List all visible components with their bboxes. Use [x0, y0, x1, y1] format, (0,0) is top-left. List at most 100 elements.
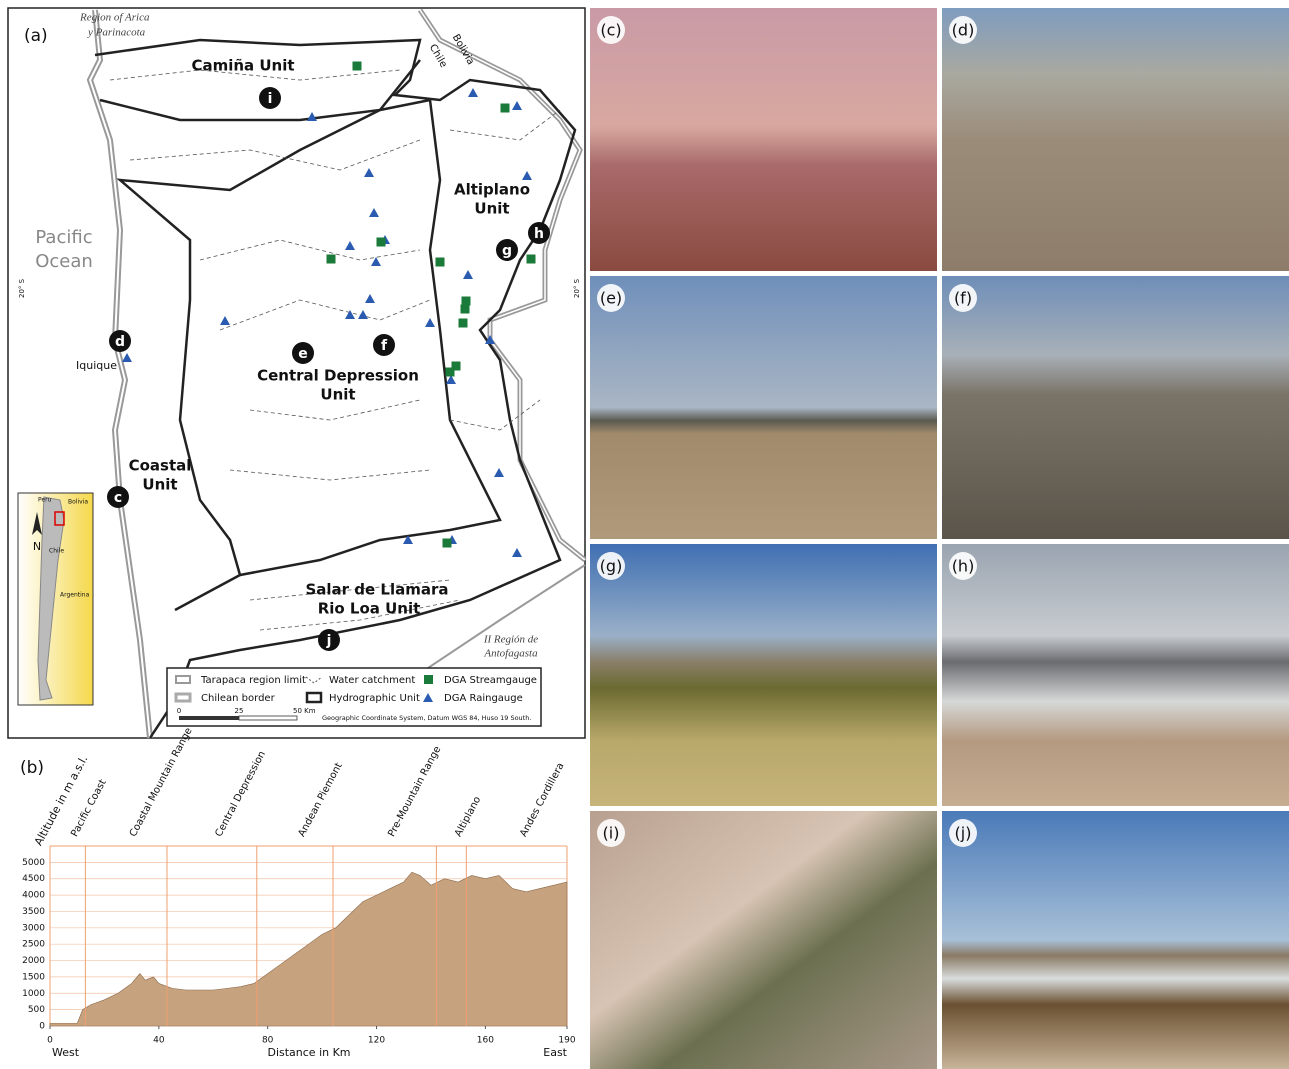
photo-label: (j)	[955, 824, 972, 843]
y-tick-label: 2500	[22, 940, 45, 950]
city-label: Iquique	[76, 359, 117, 372]
site-label: g	[502, 243, 512, 259]
legend-label: Tarapaca region limit	[200, 675, 306, 686]
region-label: Antofagasta	[483, 648, 538, 660]
photo	[590, 276, 937, 539]
x-tick-label: 160	[477, 1036, 494, 1046]
map: (a) Region of Arica y Parinacota Bolivia…	[7, 7, 587, 739]
unit-label: Unit	[320, 386, 355, 404]
raingauge-symbol	[364, 168, 374, 177]
photo-label-bg	[949, 16, 977, 44]
site-marker	[528, 222, 550, 244]
zone-label: Andes Cordillera	[518, 761, 566, 839]
photo-label: (c)	[600, 21, 621, 40]
photo-label-bg	[949, 284, 977, 312]
raingauge-symbol	[485, 335, 495, 344]
photo-label: (i)	[603, 824, 620, 843]
raingauge-symbol	[468, 88, 478, 97]
streamgauge-symbol	[461, 296, 471, 306]
x-end-label: East	[543, 1046, 567, 1059]
y-tick-label: 1500	[22, 972, 45, 982]
site-label: c	[114, 490, 122, 506]
unit-label: Camiña Unit	[191, 57, 294, 75]
raingauge-symbol	[494, 468, 504, 477]
x-tick-label: 190	[558, 1036, 575, 1046]
elevation-profile: (b) 0 500 1000 1500 2000 2500 3000 3500 4000 4500…	[20, 726, 576, 1059]
unit-label: Unit	[142, 476, 177, 494]
x-tick-label: 80	[262, 1036, 274, 1046]
unit-label: Unit	[474, 200, 509, 218]
streamgauge-symbol	[435, 257, 445, 267]
region-label: Region of Arica	[79, 12, 150, 24]
raingauge-symbol	[446, 375, 456, 384]
inset-label: Peru	[38, 497, 52, 504]
raingauge-symbol	[358, 310, 368, 319]
raingauge-symbol	[463, 270, 473, 279]
photo-label-bg	[949, 552, 977, 580]
y-tick-label: 0	[39, 1022, 45, 1032]
raingauge-symbol	[122, 353, 132, 362]
legend-label: Hydrographic Unit	[329, 693, 420, 704]
site-marker	[496, 239, 518, 261]
ocean-label: Ocean	[35, 251, 93, 272]
y-tick-label: 500	[28, 1005, 45, 1015]
zone-label: Pre-Mountain Range	[386, 745, 443, 839]
raingauge-symbol	[365, 294, 375, 303]
zone-label: Coastal Mountain Range	[128, 726, 195, 839]
raingauge-symbol	[403, 535, 413, 544]
photo-label-bg	[597, 819, 625, 847]
ocean-label: Pacific	[35, 227, 92, 248]
y-tick-label: 3500	[22, 907, 45, 917]
photo	[942, 544, 1289, 806]
streamgauge-symbol	[500, 103, 510, 113]
inset-label: Chile	[49, 548, 64, 555]
streamgauge-symbol	[445, 367, 455, 377]
datum-label: Geographic Coordinate System, Datum WGS …	[322, 714, 531, 722]
elevation-area	[49, 871, 568, 1027]
zone-label: Central Depression	[213, 749, 268, 838]
y-tick-label: 1000	[22, 989, 45, 999]
x-end-label: West	[52, 1046, 80, 1059]
streamgauge-symbol	[442, 538, 452, 548]
photo	[590, 8, 937, 271]
y-tick-label: 4000	[22, 891, 45, 901]
streamgauge-symbol	[326, 254, 336, 264]
zone-label: Altiplano	[453, 795, 483, 839]
x-tick-label: 0	[47, 1036, 53, 1046]
legend-label: DGA Streamgauge	[444, 675, 537, 686]
raingauge-symbol	[369, 208, 379, 217]
scale-label: 25	[235, 707, 244, 715]
site-marker	[259, 87, 281, 109]
legend-label: DGA Raingauge	[444, 693, 523, 704]
raingauge-symbol	[345, 310, 355, 319]
raingauge-symbol	[512, 101, 522, 110]
photo-label: (g)	[600, 557, 623, 576]
site-marker	[107, 486, 129, 508]
unit-label: Coastal	[129, 457, 192, 475]
photo	[590, 544, 937, 806]
raingauge-symbol	[307, 112, 317, 121]
zone-label: Andean Piemont	[296, 761, 344, 839]
latitude-label: 20° S	[573, 278, 581, 298]
x-tick-label: 120	[368, 1036, 385, 1046]
streamgauge-symbol	[526, 254, 536, 264]
inset-label: Argentina	[60, 592, 90, 599]
panel-label: (a)	[24, 26, 48, 46]
region-label: y Parinacota	[87, 27, 146, 39]
scale-label: 50 Km	[293, 707, 316, 715]
legend-label: Water catchment	[329, 675, 415, 686]
photo	[590, 811, 937, 1069]
raingauge-symbol	[220, 316, 230, 325]
raingauge-symbol	[522, 171, 532, 180]
site-label: h	[534, 226, 544, 242]
x-tick-label: 40	[153, 1036, 165, 1046]
unit-label: Altiplano	[454, 181, 530, 199]
region-label: II Región de	[483, 634, 538, 646]
photo-label: (h)	[952, 557, 975, 576]
photo-label: (d)	[952, 21, 975, 40]
inset-label: Bolivia	[68, 499, 88, 506]
photo-label-bg	[597, 16, 625, 44]
panel-label: (b)	[20, 758, 44, 778]
photo-label-bg	[597, 284, 625, 312]
